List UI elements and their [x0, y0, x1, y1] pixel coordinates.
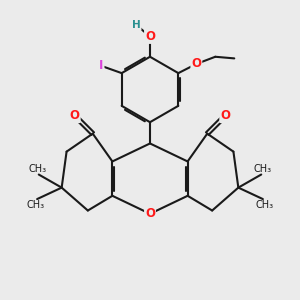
Text: I: I: [99, 59, 104, 72]
Text: O: O: [70, 109, 80, 122]
Text: CH₃: CH₃: [254, 164, 272, 174]
Text: O: O: [220, 109, 230, 122]
Text: O: O: [145, 207, 155, 220]
Text: CH₃: CH₃: [26, 200, 45, 210]
Text: O: O: [191, 58, 201, 70]
Text: CH₃: CH₃: [255, 200, 274, 210]
Text: CH₃: CH₃: [28, 164, 46, 174]
Text: H: H: [132, 20, 141, 30]
Text: O: O: [145, 30, 155, 43]
